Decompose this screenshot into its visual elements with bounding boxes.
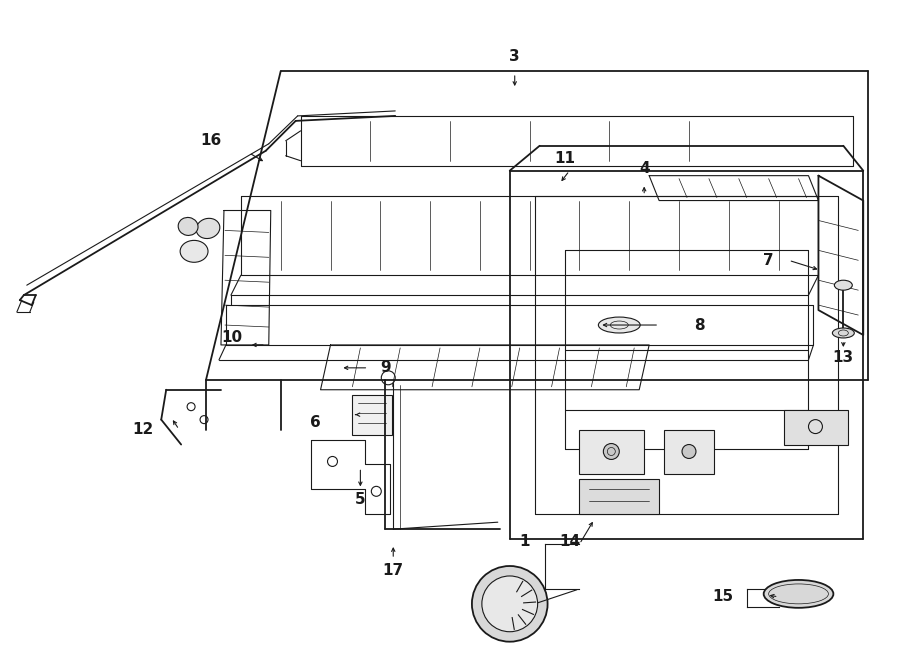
Text: 3: 3 <box>509 49 520 63</box>
Text: 12: 12 <box>132 422 153 437</box>
Text: 4: 4 <box>639 161 650 176</box>
Ellipse shape <box>196 218 220 239</box>
Text: 1: 1 <box>519 533 530 549</box>
Text: 16: 16 <box>201 134 221 148</box>
Circle shape <box>603 444 619 459</box>
Ellipse shape <box>180 241 208 262</box>
Text: 15: 15 <box>713 590 734 604</box>
Text: 14: 14 <box>560 533 580 549</box>
Text: 17: 17 <box>382 563 404 578</box>
Ellipse shape <box>832 328 854 338</box>
Polygon shape <box>580 479 659 514</box>
Ellipse shape <box>178 217 198 235</box>
Text: 7: 7 <box>763 253 774 268</box>
Text: 6: 6 <box>310 415 320 430</box>
Circle shape <box>482 576 537 632</box>
Ellipse shape <box>598 317 640 333</box>
Polygon shape <box>784 410 849 444</box>
Ellipse shape <box>834 280 852 290</box>
Text: 10: 10 <box>221 330 243 346</box>
Circle shape <box>472 566 547 642</box>
Polygon shape <box>353 395 392 434</box>
Text: 9: 9 <box>381 360 391 375</box>
Polygon shape <box>580 430 644 475</box>
Text: 8: 8 <box>694 317 705 332</box>
Text: 13: 13 <box>832 350 854 366</box>
Text: 2: 2 <box>519 582 530 596</box>
Text: 11: 11 <box>554 151 575 166</box>
Polygon shape <box>664 430 714 475</box>
Text: 5: 5 <box>356 492 365 507</box>
Ellipse shape <box>764 580 833 608</box>
Circle shape <box>682 444 696 459</box>
